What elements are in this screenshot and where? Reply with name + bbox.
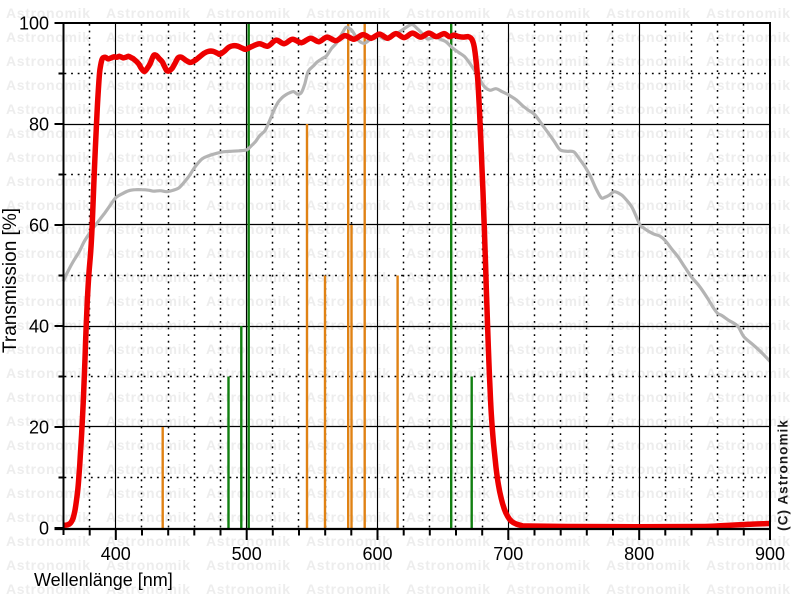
svg-text:500: 500	[232, 544, 262, 564]
svg-text:100: 100	[19, 14, 49, 34]
svg-text:0: 0	[39, 519, 49, 539]
svg-text:(C) Astronomik: (C) Astronomik	[776, 419, 791, 531]
svg-text:60: 60	[29, 216, 49, 236]
svg-text:Transmission [%]: Transmission [%]	[0, 208, 21, 353]
svg-text:40: 40	[29, 317, 49, 337]
svg-text:900: 900	[755, 544, 785, 564]
svg-text:20: 20	[29, 418, 49, 438]
svg-text:80: 80	[29, 115, 49, 135]
svg-text:400: 400	[101, 544, 131, 564]
svg-text:700: 700	[493, 544, 523, 564]
svg-text:600: 600	[362, 544, 392, 564]
svg-text:Wellenlänge [nm]: Wellenlänge [nm]	[34, 570, 173, 590]
svg-text:800: 800	[624, 544, 654, 564]
